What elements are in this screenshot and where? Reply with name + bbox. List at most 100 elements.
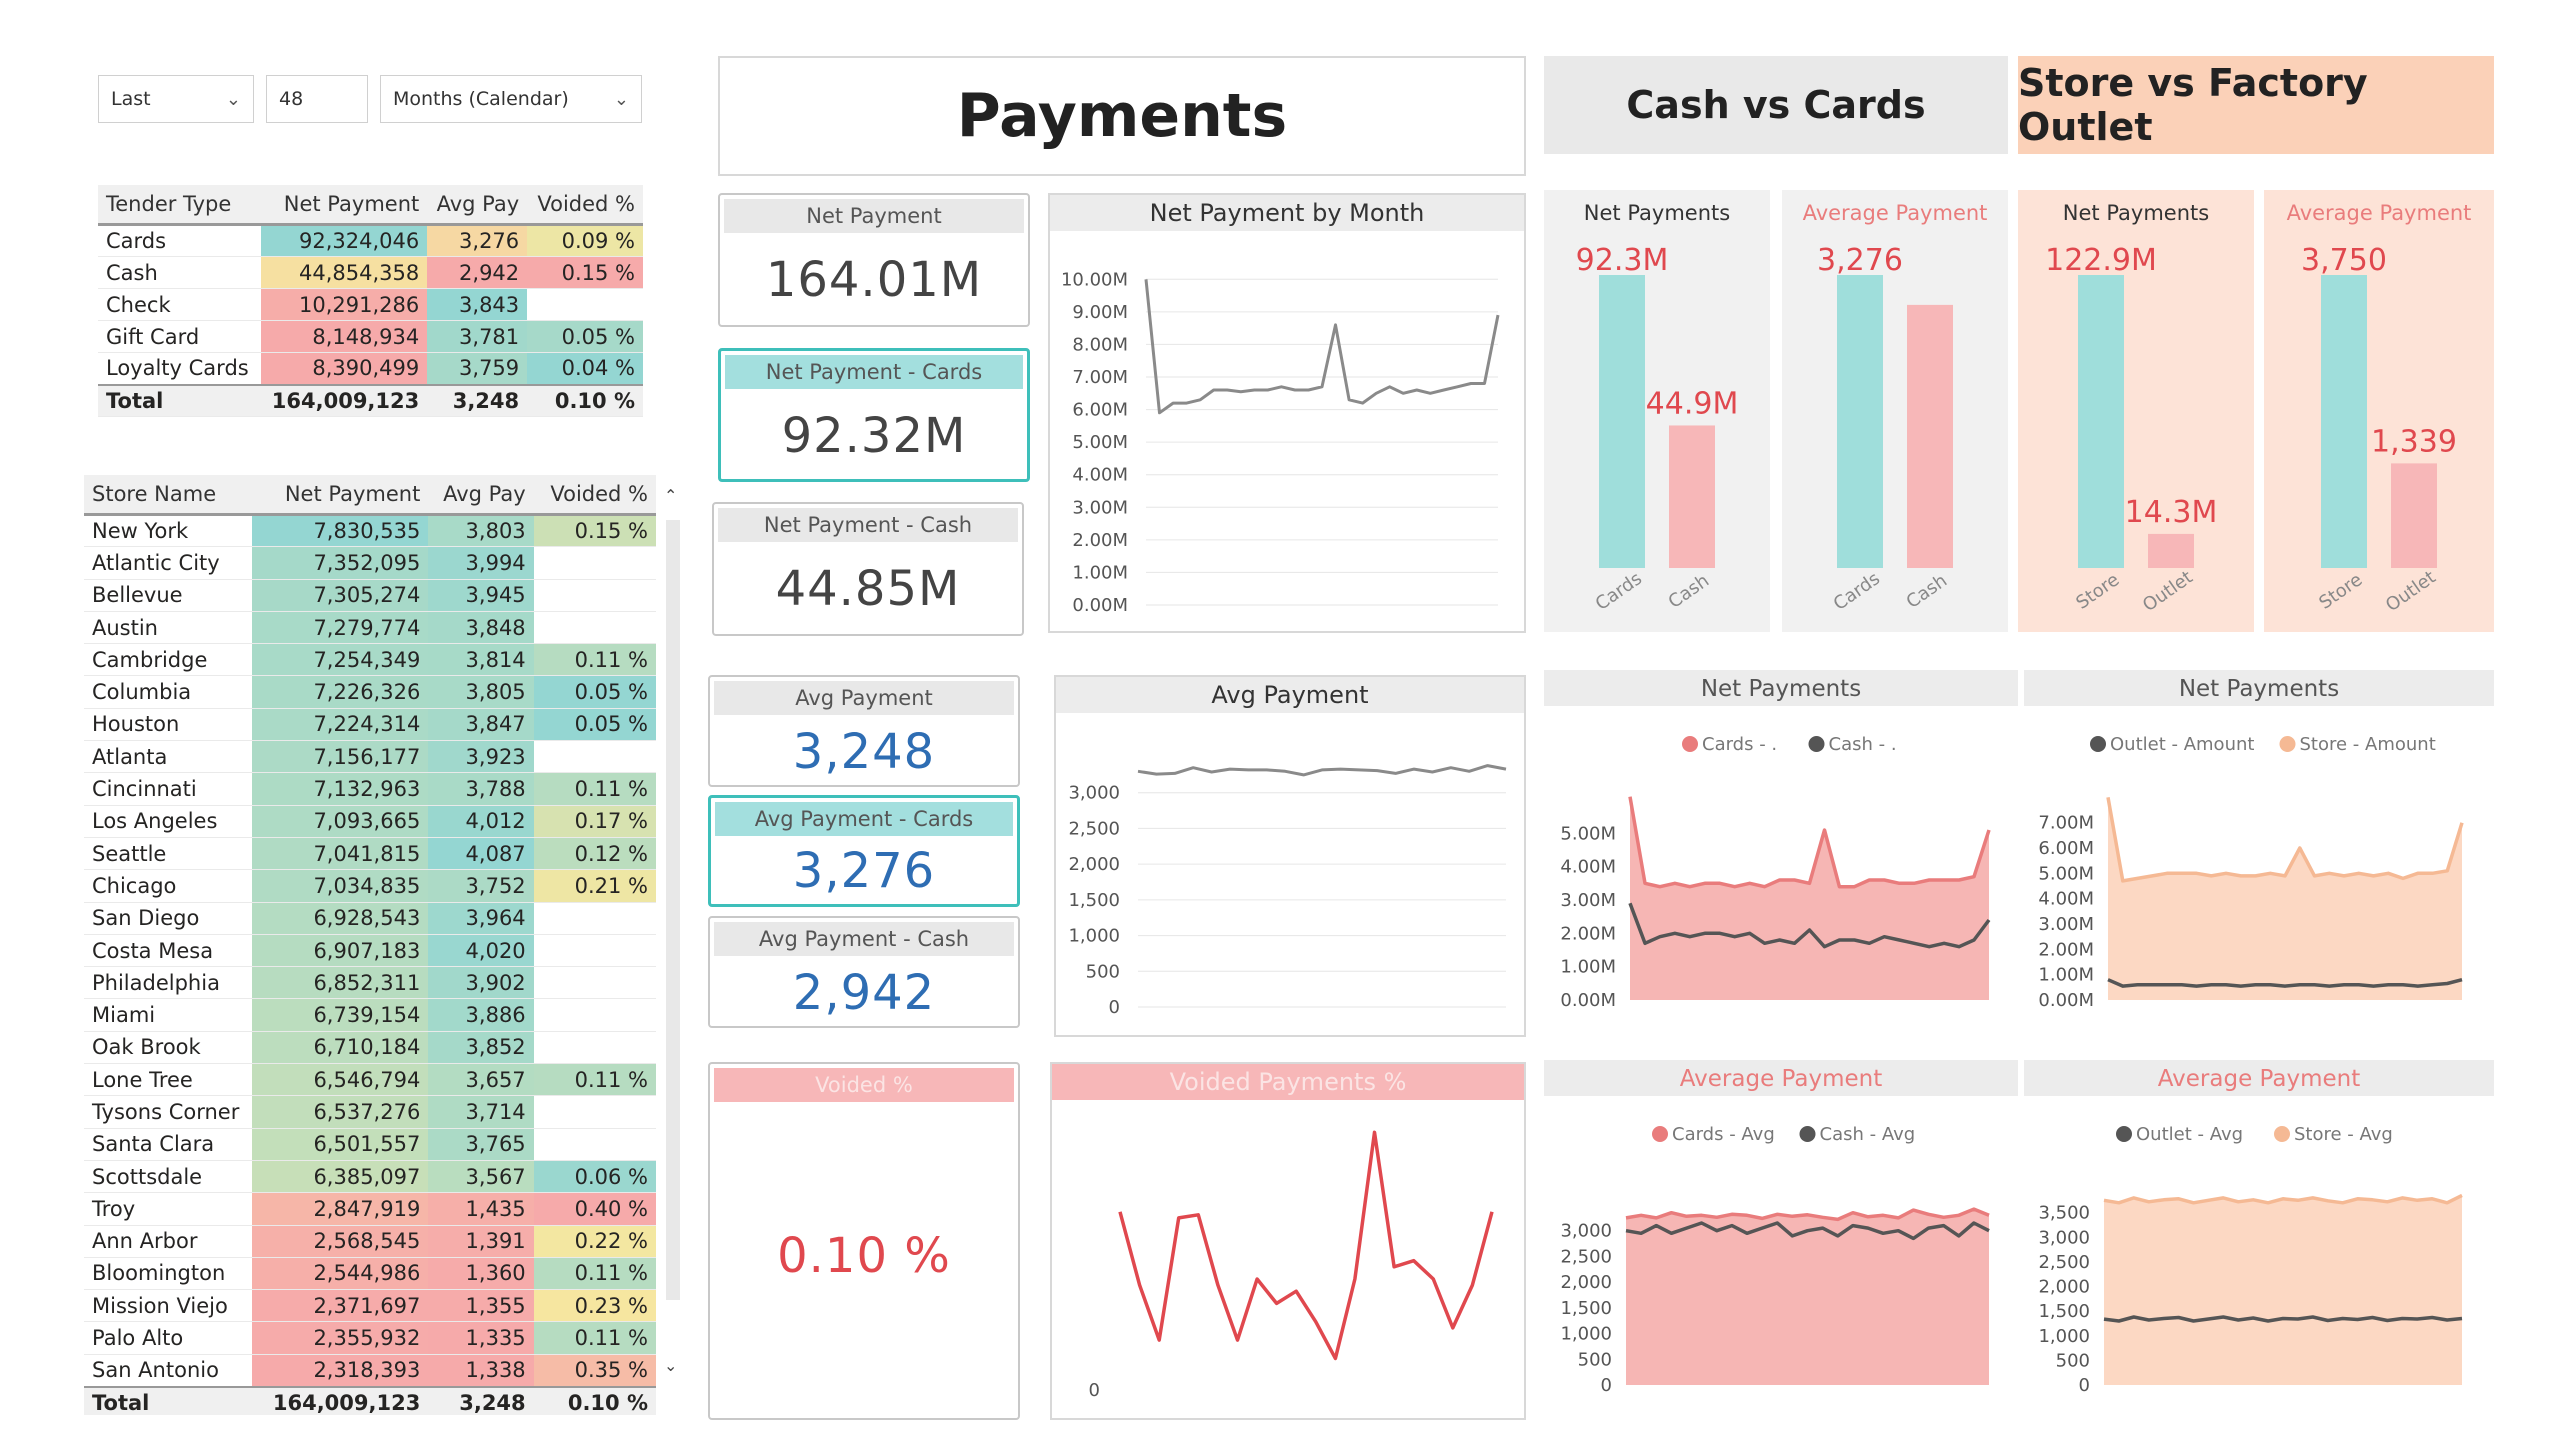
y-tick-label: 7.00M	[2038, 813, 2094, 834]
chart-title: Net Payments	[1584, 201, 1730, 225]
cell-name: Check	[98, 288, 261, 321]
legend-label: Cash - .	[1829, 734, 1897, 755]
y-tick-label: 1.00M	[1560, 957, 1616, 978]
column-header[interactable]: Store Name	[84, 475, 253, 516]
cell-voided: 0.40 %	[533, 1192, 656, 1226]
table-row[interactable]: Austin 7,279,774 3,848	[84, 611, 656, 645]
cell-name: Miami	[84, 998, 253, 1032]
table-row[interactable]: Houston 7,224,314 3,847 0.05 %	[84, 708, 656, 742]
table-row[interactable]: Cambridge 7,254,349 3,814 0.11 %	[84, 643, 656, 677]
period-count-input[interactable]: 48	[266, 75, 368, 123]
net-area-store-outlet-chart: Net Payments Outlet - Amount Store - Amoun…	[2024, 670, 2494, 1011]
scroll-down-icon[interactable]: ⌄	[664, 1356, 678, 1375]
table-row[interactable]: Check 10,291,286 3,843	[98, 288, 643, 321]
table-row[interactable]: Seattle 7,041,815 4,087 0.12 %	[84, 837, 656, 871]
net-payments-store-outlet-panel: Net Payments 122.9M Store 14.3M Outlet	[2018, 190, 2254, 632]
section-cash-vs-cards: Cash vs Cards	[1544, 56, 2008, 154]
kpi-net-payment-cards: Net Payment - Cards 92.32M	[718, 348, 1030, 482]
cell-avg: 3,752	[428, 869, 534, 903]
chart-title: Net Payments	[1701, 676, 1861, 702]
kpi-value: 92.32M	[781, 408, 967, 464]
table-row[interactable]: Troy 2,847,919 1,435 0.40 %	[84, 1192, 656, 1226]
column-header[interactable]: Net Payment	[260, 185, 428, 226]
table-row[interactable]: Los Angeles 7,093,665 4,012 0.17 %	[84, 805, 656, 838]
y-tick-label: 9.00M	[1072, 302, 1128, 323]
kpi-label: Voided %	[714, 1068, 1014, 1102]
cell-name: Ann Arbor	[84, 1225, 253, 1258]
y-tick-label: 1,500	[2038, 1301, 2090, 1322]
table-row[interactable]: San Antonio 2,318,393 1,338 0.35 %	[84, 1354, 656, 1388]
table-row[interactable]: Mission Viejo 2,371,697 1,355 0.23 %	[84, 1289, 656, 1323]
bar-cards	[1837, 275, 1883, 568]
kpi-net-payment: Net Payment 164.01M	[718, 193, 1030, 327]
cell-avg: 3,814	[428, 643, 534, 677]
table-row[interactable]: Atlantic City 7,352,095 3,994	[84, 546, 656, 580]
series-line	[2107, 978, 2463, 988]
kpi-voided: Voided % 0.10 %	[708, 1062, 1020, 1420]
table-row[interactable]: Tysons Corner 6,537,276 3,714	[84, 1095, 656, 1129]
kpi-value: 3,248	[792, 724, 936, 780]
table-row[interactable]: Chicago 7,034,835 3,752 0.21 %	[84, 869, 656, 903]
table-row[interactable]: Santa Clara 6,501,557 3,765	[84, 1128, 656, 1161]
column-header[interactable]: Voided %	[527, 185, 643, 226]
column-header[interactable]: Tender Type	[98, 185, 261, 226]
column-header[interactable]: Net Payment	[252, 475, 429, 516]
y-tick-label: 3,000	[1560, 1221, 1612, 1242]
column-header[interactable]: Avg Pay	[427, 185, 528, 226]
y-tick-label: 2.00M	[1072, 530, 1128, 551]
legend-marker	[1652, 1126, 1668, 1142]
total-row: Total 164,009,123 3,248 0.10 %	[84, 1385, 656, 1415]
y-tick-label: 1,000	[2038, 1326, 2090, 1347]
cell-net: 7,041,815	[252, 837, 429, 871]
table-row[interactable]: Gift Card 8,148,934 3,781 0.05 %	[98, 320, 643, 353]
cell-voided	[533, 611, 656, 645]
column-header[interactable]: Avg Pay	[428, 475, 534, 516]
cell-name: Philadelphia	[84, 966, 253, 1000]
table-row[interactable]: Scottsdale 6,385,097 3,567 0.06 %	[84, 1160, 656, 1194]
table-row[interactable]: Bloomington 2,544,986 1,360 0.11 %	[84, 1257, 656, 1291]
cell-avg: 3,886	[428, 998, 534, 1032]
table-row[interactable]: Columbia 7,226,326 3,805 0.05 %	[84, 675, 656, 709]
relative-period-dropdown[interactable]: Last ⌄	[98, 75, 254, 123]
bar-store	[2321, 275, 2367, 568]
store-table: Store Name Net Payment Avg Pay Voided % New…	[84, 475, 656, 1415]
cell-voided: 0.04 %	[527, 352, 643, 385]
series-area	[2104, 1195, 2462, 1385]
table-row[interactable]: New York 7,830,535 3,803 0.15 %	[84, 514, 656, 548]
avg-area-cash-cards-panel: Average Payment Cards - Avg Cash - Avg 3,00…	[1544, 1060, 2018, 1422]
table-row[interactable]: Miami 6,739,154 3,886	[84, 998, 656, 1032]
scroll-up-icon[interactable]: ⌃	[664, 486, 678, 505]
avg-area-cash-cards-chart: Average Payment Cards - Avg Cash - Avg 3,00…	[1544, 1060, 2018, 1396]
category-label: Outlet	[2382, 567, 2440, 616]
column-header[interactable]: Voided %	[533, 475, 656, 516]
period-unit-dropdown[interactable]: Months (Calendar) ⌄	[380, 75, 642, 123]
avg-payment-line-chart: 3,000 2,500 2,000 1,500 1,000 500 0	[1068, 764, 1507, 1018]
table-row[interactable]: Cards 92,324,046 3,276 0.09 %	[98, 224, 643, 257]
cell-name: Bellevue	[84, 579, 253, 612]
table-row[interactable]: Palo Alto 2,355,932 1,335 0.11 %	[84, 1321, 656, 1355]
table-row[interactable]: Atlanta 7,156,177 3,923	[84, 740, 656, 774]
table-row[interactable]: Loyalty Cards 8,390,499 3,759 0.04 %	[98, 352, 643, 385]
table-row[interactable]: Bellevue 7,305,274 3,945	[84, 579, 656, 612]
y-tick-label: 2,000	[2038, 1277, 2090, 1298]
period-count-value: 48	[279, 88, 304, 110]
table-row[interactable]: Cincinnati 7,132,963 3,788 0.11 %	[84, 772, 656, 806]
net-area-cash-cards-panel: Net Payments Cards - . Cash - . 5.00M 4.00M 3…	[1544, 670, 2018, 1030]
table-row[interactable]: Lone Tree 6,546,794 3,657 0.11 %	[84, 1063, 656, 1097]
table-row[interactable]: Ann Arbor 2,568,545 1,391 0.22 %	[84, 1225, 656, 1258]
cell-avg: 3,765	[428, 1128, 534, 1161]
table-row[interactable]: Costa Mesa 6,907,183 4,020	[84, 934, 656, 968]
table-row[interactable]: Oak Brook 6,710,184 3,852	[84, 1031, 656, 1065]
table-row[interactable]: Cash 44,854,358 2,942 0.15 %	[98, 256, 643, 289]
total-net: 164,009,123	[252, 1385, 429, 1415]
tender-type-table: Tender Type Net Payment Avg Pay Voided % Ca…	[98, 185, 643, 417]
cell-voided: 0.11 %	[533, 1321, 656, 1355]
chevron-down-icon: ⌄	[613, 88, 629, 110]
table-row[interactable]: San Diego 6,928,543 3,964	[84, 902, 656, 935]
cell-name: Chicago	[84, 869, 253, 903]
kpi-avg-payment: Avg Payment 3,248	[708, 675, 1020, 787]
table-row[interactable]: Philadelphia 6,852,311 3,902	[84, 966, 656, 1000]
store-table-scrollbar[interactable]	[666, 520, 680, 1300]
bar-outlet	[2148, 533, 2194, 568]
kpi-label: Net Payment - Cards	[725, 355, 1023, 389]
